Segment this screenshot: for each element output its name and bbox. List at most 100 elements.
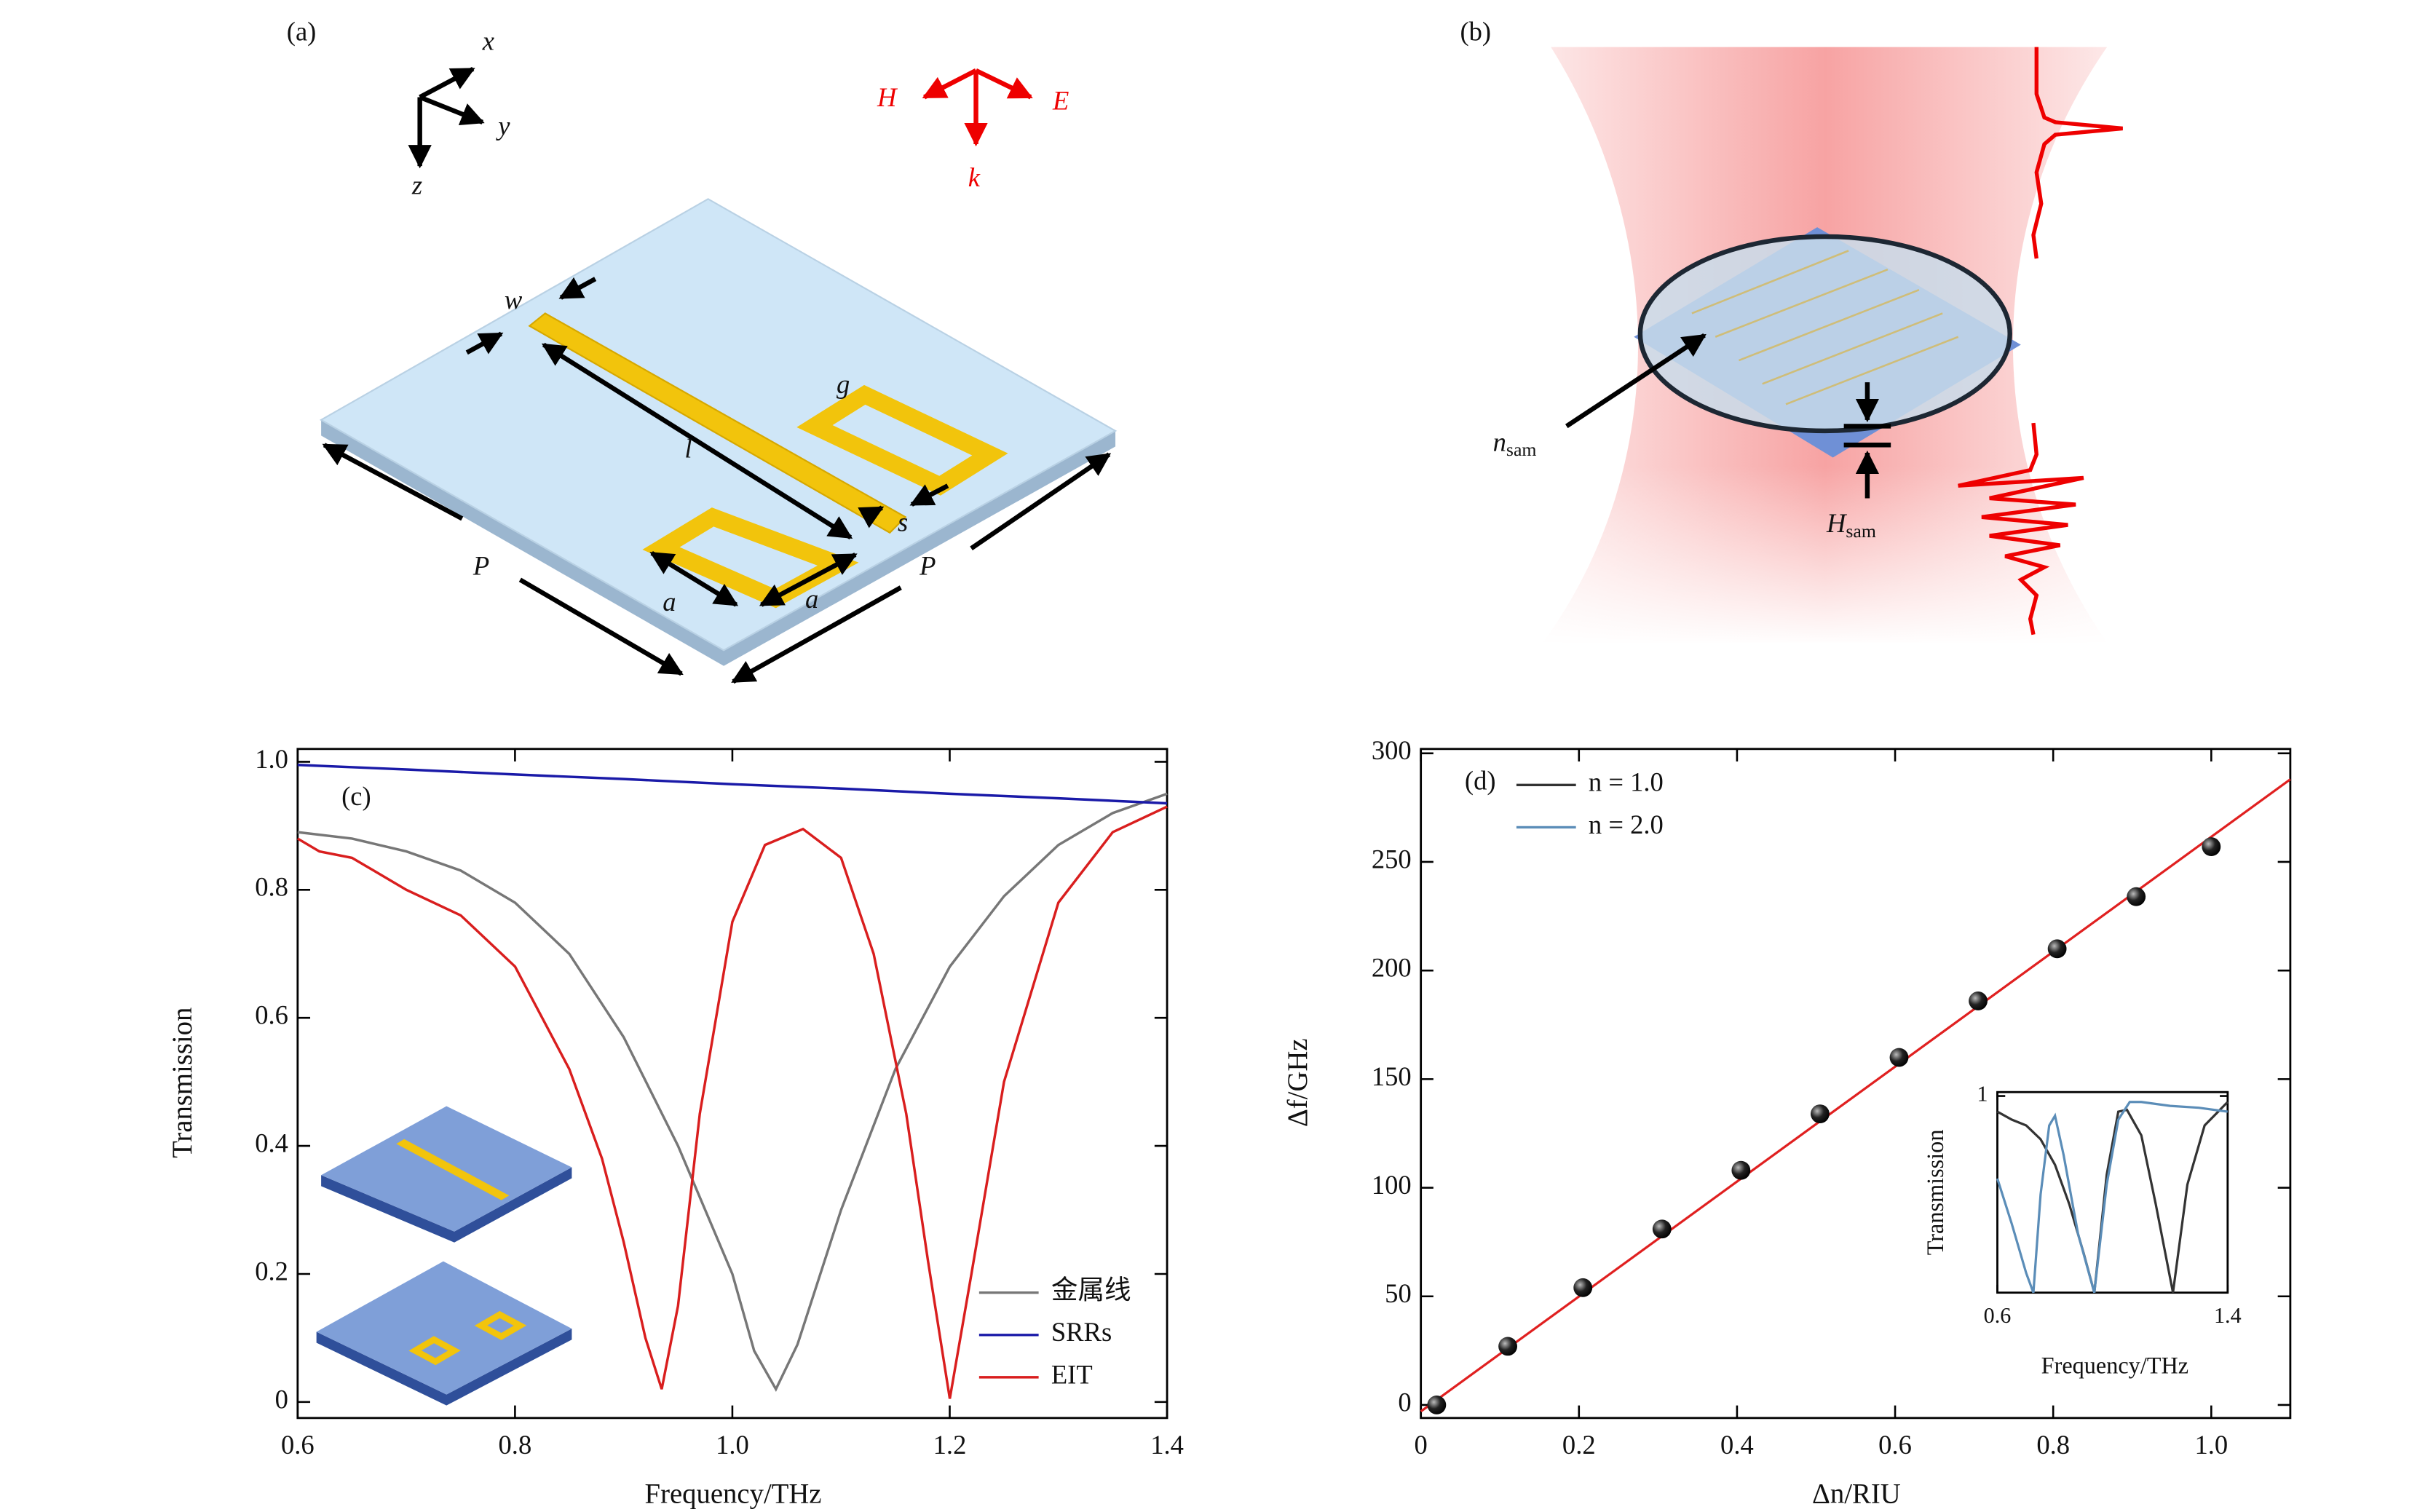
a-arrow <box>649 551 739 607</box>
y-tick-label: 150 <box>1372 1061 1412 1091</box>
p-arrow <box>970 452 1112 550</box>
data-point <box>1969 991 1988 1010</box>
symbol: n <box>1493 427 1506 457</box>
dim-label: s <box>898 507 908 537</box>
data-point <box>1731 1160 1751 1180</box>
x-axis-label: Frequency/THz <box>2041 1352 2188 1378</box>
wire <box>396 1139 510 1200</box>
srr-rings <box>408 1310 527 1366</box>
n-arrow <box>1565 333 1707 429</box>
data-point <box>1811 1104 1830 1124</box>
x-axis-label: Frequency/THz <box>645 1478 822 1509</box>
dim-label: a <box>663 587 676 617</box>
series-line <box>1996 1101 2229 1294</box>
x-tick-label: 1.2 <box>933 1430 967 1460</box>
axis-name: y <box>495 111 510 140</box>
data-point <box>2127 887 2146 906</box>
coordinate-axes <box>408 66 485 169</box>
x-arrow <box>419 66 475 100</box>
y-tick-label: 1.0 <box>255 744 288 774</box>
grid-row <box>1715 268 1889 338</box>
x-tick-label: 0.8 <box>499 1430 532 1460</box>
panel-label: (a) <box>287 17 317 47</box>
e-arrow <box>975 68 1033 100</box>
fit-line <box>1420 778 2291 1413</box>
axis-name: x <box>482 26 494 56</box>
p-arrow <box>518 577 684 676</box>
x-tick-label: 0.4 <box>1720 1430 1754 1460</box>
y-axis-label: Transmission <box>167 1008 198 1158</box>
y-tick-label: 0.6 <box>255 1000 288 1030</box>
field-axes <box>922 68 1033 147</box>
board-side <box>316 1329 572 1406</box>
panel-a: (a) x y z H E k w g l s a a P P <box>287 17 1118 684</box>
field-name: E <box>1052 85 1069 115</box>
s-arrow <box>909 483 949 507</box>
y-tick-label: 300 <box>1372 735 1412 765</box>
dim-label: l <box>684 433 692 463</box>
a-arrow <box>759 553 858 607</box>
panel-c-insets <box>316 1106 572 1406</box>
srr <box>474 1310 527 1340</box>
w-arrow <box>465 331 504 355</box>
x-tick-label: 0.2 <box>1562 1430 1596 1460</box>
data-point <box>2202 837 2221 857</box>
y-arrow <box>419 95 485 126</box>
y-tick-label: 0.4 <box>255 1128 288 1157</box>
series-line <box>296 805 1168 1399</box>
dim-label: P <box>472 551 489 581</box>
p-arrow <box>322 443 464 521</box>
y-tick-label: 1 <box>1977 1081 1988 1106</box>
subscript: sam <box>1846 521 1876 542</box>
h-sam-label: Hsam <box>1826 509 1876 542</box>
sample-disk <box>1637 234 2012 434</box>
metasurface <box>1691 250 1959 405</box>
x-tick-label: 0 <box>1415 1430 1428 1460</box>
dim-label: P <box>919 551 936 581</box>
x-tick-label: 0.8 <box>2036 1430 2070 1460</box>
input-pulse <box>2031 47 2123 259</box>
y-axis-label: Δf/GHz <box>1282 1038 1313 1127</box>
grid-row <box>1738 288 1920 362</box>
grid-row <box>1785 336 1959 405</box>
board-side <box>321 1167 572 1243</box>
series-line <box>297 792 1168 1392</box>
data-point <box>1498 1337 1517 1356</box>
plot-frame <box>1996 1091 2229 1294</box>
x-tick-label: 0.6 <box>1878 1430 1912 1460</box>
x-tick-label: 1.4 <box>1150 1430 1184 1460</box>
y-tick-label: 0 <box>1398 1387 1411 1417</box>
y-tick-label: 0 <box>275 1384 288 1414</box>
x-tick-label: 1.4 <box>2214 1303 2242 1328</box>
data-point <box>1889 1048 1909 1067</box>
y-tick-label: 250 <box>1372 844 1412 874</box>
panel-label: (d) <box>1465 766 1496 796</box>
p-arrow <box>731 585 902 684</box>
panel-label: (b) <box>1460 17 1491 47</box>
l-arrow <box>541 342 853 539</box>
w-arrow <box>558 277 597 300</box>
panel-label: (c) <box>341 781 371 811</box>
panel-b: (b) nsam Hsam <box>1460 17 2123 646</box>
plot-frame <box>1420 748 2292 1420</box>
x-tick-label: 1.0 <box>716 1430 749 1460</box>
legend-label: n = 1.0 <box>1589 767 1664 797</box>
y-tick-label: 200 <box>1372 953 1412 983</box>
thickness-marker <box>1843 382 1891 499</box>
subscript: sam <box>1506 439 1537 460</box>
y-tick-label: 100 <box>1372 1170 1412 1200</box>
axis-name: z <box>411 170 422 200</box>
x-axis-label: Δn/RIU <box>1812 1478 1901 1509</box>
grid-row <box>1762 312 1943 385</box>
srr <box>408 1336 461 1366</box>
plots: 0.6 0.8 1.0 1.2 1.4 0 0.2 0.4 0.6 0.8 1.0 Frequency… <box>167 735 2292 1509</box>
x-tick-label: 1.0 <box>2194 1430 2228 1460</box>
data-point <box>1652 1219 1672 1239</box>
grid-row <box>1691 250 1849 314</box>
series-line <box>1996 1101 2229 1294</box>
legend-label: EIT <box>1051 1359 1093 1389</box>
legend-label: 金属线 <box>1051 1275 1131 1305</box>
n-sam-label: nsam <box>1493 427 1537 460</box>
